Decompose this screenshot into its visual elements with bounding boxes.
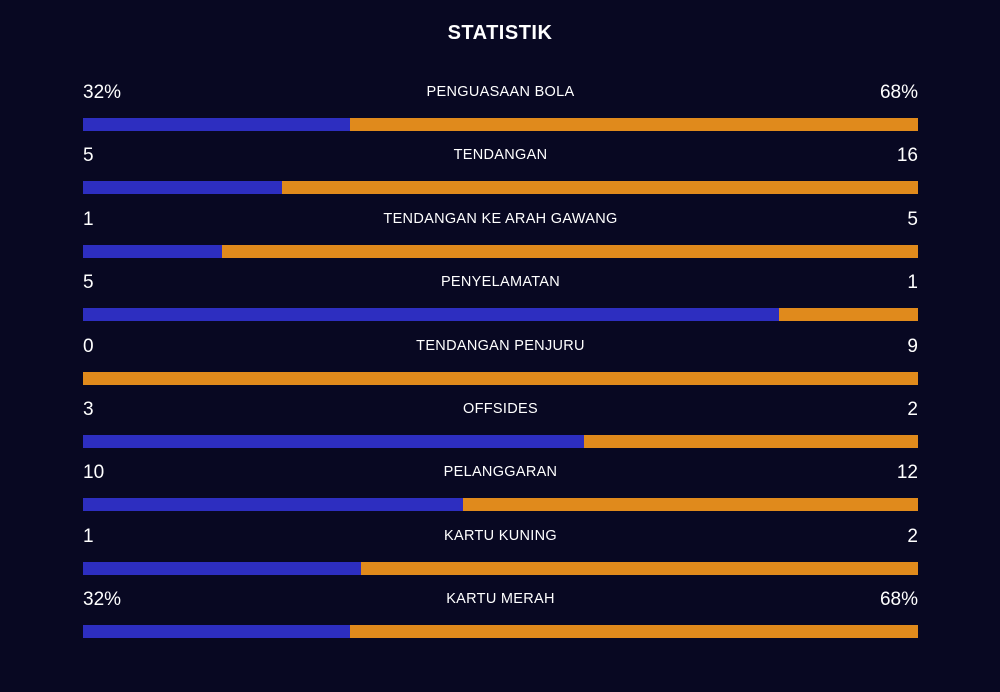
away-value: 5: [907, 208, 918, 230]
stat-row-shots: 5 TENDANGAN 16: [83, 143, 918, 206]
away-value: 1: [907, 272, 918, 294]
stat-row-possession: 32% PENGUASAAN BOLA 68%: [83, 80, 918, 143]
home-bar-fill: [83, 561, 362, 575]
home-bar-fill: [83, 625, 351, 639]
comparison-bar: [83, 625, 918, 639]
comparison-bar: [83, 371, 918, 385]
comparison-bar: [83, 118, 918, 131]
home-bar-fill: [83, 498, 463, 512]
home-value: 1: [83, 525, 94, 547]
away-bar-fill: [584, 434, 918, 448]
away-bar-fill: [83, 371, 918, 385]
comparison-bar: [83, 244, 918, 258]
away-bar-fill: [350, 118, 918, 131]
home-bar-fill: [83, 118, 351, 131]
home-value: 5: [83, 272, 94, 294]
away-value: 68%: [879, 82, 918, 103]
away-value: 9: [907, 335, 918, 357]
stat-label: OFFSIDES: [463, 400, 538, 417]
stat-label: KARTU MERAH: [446, 591, 555, 608]
away-value: 2: [907, 398, 918, 420]
home-bar-fill: [83, 434, 584, 448]
away-bar-fill: [462, 498, 918, 512]
home-value: 5: [83, 145, 94, 167]
stat-row-shots-on-target: 1 TENDANGAN KE ARAH GAWANG 5: [83, 207, 918, 270]
comparison-bar: [83, 434, 918, 448]
away-bar-fill: [222, 244, 918, 258]
away-bar-fill: [361, 561, 918, 575]
stat-label: TENDANGAN: [453, 147, 548, 164]
page-title: STATISTIK: [447, 22, 553, 44]
home-bar-fill: [83, 181, 282, 195]
stat-label: PELANGGARAN: [443, 464, 558, 481]
stats-list: 32% PENGUASAAN BOLA 68% 5 TENDANGAN 16 1…: [83, 80, 918, 651]
stat-row-fouls: 10 PELANGGARAN 12: [83, 460, 918, 523]
stat-label: PENGUASAAN BOLA: [426, 84, 575, 100]
away-value: 12: [896, 462, 918, 484]
stat-label: TENDANGAN PENJURU: [416, 337, 585, 354]
home-value: 32%: [83, 82, 122, 103]
comparison-bar: [83, 308, 918, 322]
away-value: 68%: [879, 589, 918, 611]
stat-row-corners: 0 TENDANGAN PENJURU 9: [83, 334, 918, 397]
home-value: 1: [83, 208, 94, 230]
comparison-bar: [83, 181, 918, 195]
stat-label: KARTU KUNING: [444, 527, 557, 544]
stat-label: TENDANGAN KE ARAH GAWANG: [383, 210, 618, 227]
stat-label: PENYELAMATAN: [440, 274, 561, 291]
home-bar-fill: [83, 308, 779, 322]
home-value: 10: [83, 462, 105, 484]
comparison-bar: [83, 498, 918, 512]
away-value: 2: [907, 525, 918, 547]
stat-row-yellow-cards: 1 KARTU KUNING 2: [83, 524, 918, 587]
comparison-bar: [83, 561, 918, 575]
away-bar-fill: [778, 308, 918, 322]
home-value: 0: [83, 335, 94, 357]
home-value: 32%: [83, 589, 122, 611]
home-bar-fill: [83, 244, 223, 258]
home-value: 3: [83, 398, 94, 420]
away-bar-fill: [281, 181, 918, 195]
stat-row-saves: 5 PENYELAMATAN 1: [83, 270, 918, 333]
away-bar-fill: [350, 625, 918, 639]
away-value: 16: [896, 145, 918, 167]
stat-row-red-cards: 32% KARTU MERAH 68%: [83, 587, 918, 650]
stat-row-offsides: 3 OFFSIDES 2: [83, 397, 918, 460]
